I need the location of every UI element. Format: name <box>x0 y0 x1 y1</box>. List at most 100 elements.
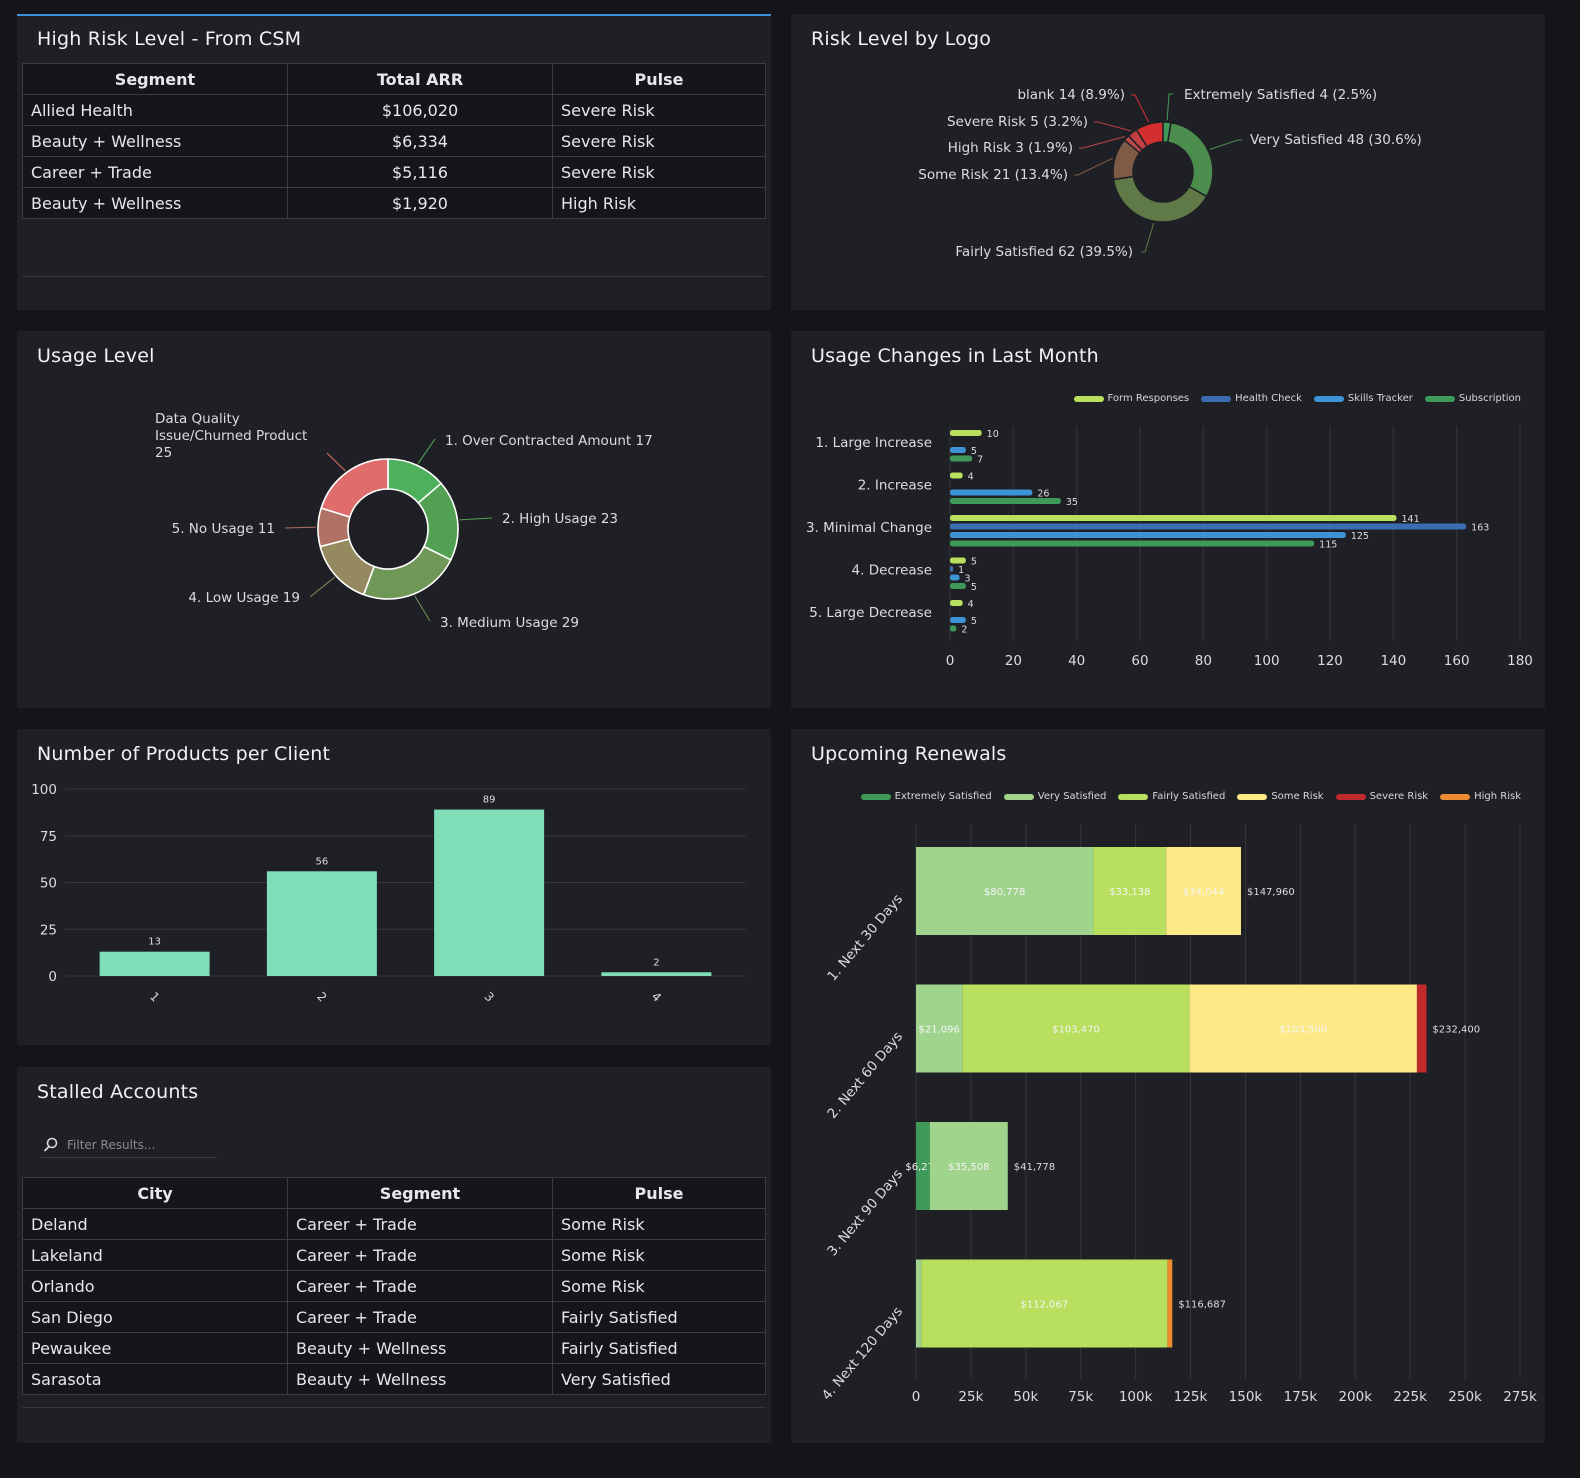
cell-total-arr: $5,116 <box>287 156 553 188</box>
column-header-total-arr[interactable]: Total ARR <box>287 63 553 95</box>
bar-segment <box>916 1122 930 1210</box>
slice-leader-line <box>1166 93 1173 121</box>
column-header-segment[interactable]: Segment <box>287 1177 553 1209</box>
bar-value-label: 5 <box>971 616 977 627</box>
x-tick-label: 3 <box>481 989 496 1004</box>
table-row[interactable]: San Diego Career + Trade Fairly Satisfied <box>22 1301 766 1333</box>
bar-value-label: 5 <box>971 582 977 593</box>
panel-accent-bar <box>17 14 771 16</box>
legend-item[interactable]: Subscription <box>1424 393 1521 404</box>
panel-title: Usage Level <box>37 345 155 367</box>
bar-value-label: 7 <box>977 455 983 466</box>
legend-item[interactable]: Severe Risk <box>1335 791 1429 802</box>
donut-slice <box>1112 175 1208 223</box>
slice-label: Some Risk 21 (13.4%) <box>918 167 1068 183</box>
legend-item[interactable]: Health Check <box>1201 393 1302 404</box>
bar-value-label: 115 <box>1319 540 1337 551</box>
table-row[interactable]: Lakeland Career + Trade Some Risk <box>22 1239 766 1271</box>
y-category-label: 4. Next 120 Days <box>819 1304 906 1404</box>
donut-slice <box>320 458 389 519</box>
panel-title: Number of Products per Client <box>37 743 331 765</box>
bar-value-label: 5 <box>971 557 977 568</box>
y-category-label: 3. Next 90 Days <box>824 1166 906 1259</box>
x-tick-label: 0 <box>946 653 955 669</box>
x-tick-label: 4 <box>649 989 664 1004</box>
cell-city: Sarasota <box>22 1363 288 1395</box>
usage-changes-bar-chart: 0 20 40 60 80 100 120 140 160 180 1. Large Increas… <box>806 426 1533 669</box>
bar-segment <box>962 984 1190 1073</box>
x-tick-label: 0 <box>912 1389 921 1405</box>
bar-value-label: 26 <box>1037 489 1049 500</box>
column-header-city[interactable]: City <box>22 1177 288 1209</box>
y-tick-label: 75 <box>40 829 57 845</box>
slice-leader-line <box>1094 121 1132 132</box>
column-header-pulse[interactable]: Pulse <box>552 1177 766 1209</box>
legend-item[interactable]: Extremely Satisfied <box>860 791 992 802</box>
slice-label: Very Satisfied 48 (30.6%) <box>1250 132 1422 148</box>
x-tick-label: 50k <box>1013 1389 1038 1405</box>
bar <box>950 430 982 436</box>
legend-swatch <box>1003 793 1034 800</box>
table-row[interactable]: Allied Health $106,020 Severe Risk <box>22 94 766 126</box>
usage-changes-panel: Usage Changes in Last Month Form Respons… <box>791 331 1545 708</box>
legend-swatch <box>1073 395 1104 402</box>
table-row[interactable]: Career + Trade $5,116 Severe Risk <box>22 156 766 188</box>
legend-swatch <box>1440 793 1471 800</box>
slice-label: 2. High Usage 23 <box>502 511 618 527</box>
cell-segment: Beauty + Wellness <box>22 187 288 219</box>
column-header-pulse[interactable]: Pulse <box>552 63 766 95</box>
legend-item[interactable]: Fairly Satisfied <box>1118 791 1225 802</box>
cell-pulse: Severe Risk <box>552 125 766 157</box>
cell-segment: Career + Trade <box>287 1208 553 1240</box>
table-row[interactable]: Pewaukee Beauty + Wellness Fairly Satisfie… <box>22 1332 766 1364</box>
x-tick-label: 140 <box>1380 653 1406 669</box>
stalled-accounts-table: City Segment Pulse Deland Career + Trade S… <box>22 1177 766 1395</box>
table-row[interactable]: Deland Career + Trade Some Risk <box>22 1208 766 1240</box>
legend-label: Severe Risk <box>1369 791 1429 802</box>
high-risk-panel: High Risk Level - From CSM Segment Total… <box>17 14 771 310</box>
panel-title: Usage Changes in Last Month <box>811 345 1099 367</box>
bar-segment <box>1166 847 1241 935</box>
cell-total-arr: $1,920 <box>287 187 553 219</box>
table-row[interactable]: Beauty + Wellness $1,920 High Risk <box>22 187 766 219</box>
bar-value-label: 10 <box>987 429 999 440</box>
segment-value-label: $34,044 <box>1183 887 1224 898</box>
x-tick-label: 125k <box>1174 1389 1208 1405</box>
cell-city: Orlando <box>22 1270 288 1302</box>
slice-label: Fairly Satisfied 62 (39.5%) <box>955 244 1133 260</box>
search-icon <box>43 1137 58 1152</box>
bar <box>950 489 1033 496</box>
filter-results-input[interactable] <box>65 1135 219 1155</box>
x-tick-label: 80 <box>1195 653 1212 669</box>
cell-pulse: Severe Risk <box>552 156 766 188</box>
table-row[interactable]: Orlando Career + Trade Some Risk <box>22 1270 766 1302</box>
column-header-segment[interactable]: Segment <box>22 63 288 95</box>
legend-item[interactable]: Very Satisfied <box>1003 791 1106 802</box>
table-row[interactable]: Beauty + Wellness $6,334 Severe Risk <box>22 125 766 157</box>
legend-item[interactable]: High Risk <box>1440 791 1521 802</box>
legend-item[interactable]: Skills Tracker <box>1313 393 1413 404</box>
products-bar-chart: 0 25 50 75 100 13 1 56 2 89 3 2 4 <box>31 782 746 1005</box>
cell-pulse: Severe Risk <box>552 94 766 126</box>
table-row[interactable]: Sarasota Beauty + Wellness Very Satisfied <box>22 1363 766 1395</box>
segment-value-label: $112,067 <box>1020 1300 1068 1311</box>
y-tick-label: 25 <box>40 922 57 938</box>
legend-label: Some Risk <box>1271 791 1324 802</box>
legend-item[interactable]: Form Responses <box>1073 393 1189 404</box>
bar <box>950 455 973 462</box>
table-footer-divider <box>22 276 766 277</box>
slice-label: Data Quality Issue/Churned Product 25 <box>155 411 307 461</box>
y-tick-label: 100 <box>31 782 57 798</box>
slice-leader-line <box>1141 223 1155 253</box>
legend-item[interactable]: Some Risk <box>1237 791 1324 802</box>
segment-value-label: $21,096 <box>918 1025 959 1036</box>
cell-city: Deland <box>22 1208 288 1240</box>
legend-swatch <box>1424 395 1455 402</box>
bar <box>950 557 966 564</box>
renewals-bar-chart: 0 25k 50k 75k 100k 125k 150k 175k 200k 225k 250k 27… <box>819 824 1537 1405</box>
x-tick-label: 275k <box>1503 1389 1537 1405</box>
bar-segment <box>1093 847 1167 935</box>
bar <box>950 583 966 589</box>
y-category-label: 2. Next 60 Days <box>824 1029 906 1122</box>
filter-box <box>41 1133 219 1158</box>
